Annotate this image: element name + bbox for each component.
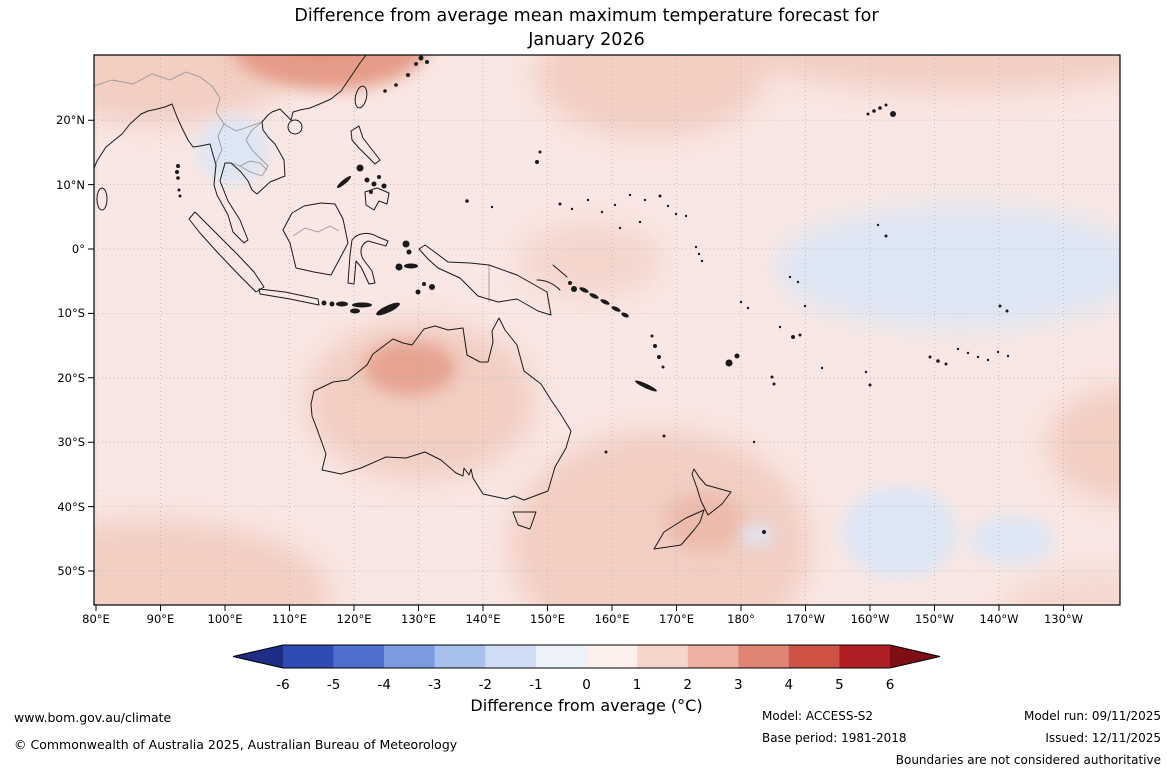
small-islands [175,55,1010,534]
colorbar-axis-label: Difference from average (°C) [470,696,703,715]
colorbar-tick-label: 2 [683,677,692,693]
colorbar-segment [384,645,435,668]
mindanao-coastline [364,187,390,211]
lon-tick-label: 180° [727,612,755,626]
colorbar-segment [333,645,385,668]
lat-tick-label: 40°S [57,500,85,514]
colorbar-segment [535,645,587,668]
java-coastline [258,288,320,306]
lon-tick-label: 120°E [337,612,372,626]
colorbar-tick-label: 6 [886,677,895,693]
new-guinea-coastline [418,244,552,316]
lat-tick-label: 20°N [56,113,85,127]
lon-tick-label: 150°W [915,612,954,626]
nz-south-island [653,509,705,550]
model-run-date: Model run: 09/11/2025 [1023,709,1161,723]
footer-run-info: Model run: 09/11/2025 Issued: 12/11/2025… [896,705,1161,771]
colorbar-tick-label: -6 [276,677,289,693]
lat-tick-label: 0° [72,242,85,256]
colorbar-segment [637,645,688,668]
colorbar-ticks: -6 -5 -4 -3 -2 -1 0 1 2 3 4 5 6 [276,677,894,693]
cool-anomaly-patches [197,116,1120,578]
warm-anomaly-patches [94,55,1120,605]
lon-tick-label: 90°E [147,612,175,626]
map-plot-area [94,55,1120,605]
chart-title: Difference from average mean maximum tem… [0,4,1173,52]
colorbar-arrow-right [890,645,940,668]
lon-axis: 80°E 90°E 100°E 110°E 120°E 130°E 140°E … [82,612,1083,626]
colorbar-tick-label: 5 [835,677,844,693]
colorbar-tick-label: -4 [377,677,390,693]
graticule [94,55,1120,605]
colorbar-outline [232,644,941,669]
colorbar-tick-label: 1 [633,677,642,693]
lon-tick-label: 160°W [850,612,889,626]
borneo-coastline [282,202,349,276]
footer-model-info: Model: ACCESS-S2 Base period: 1981-2018 [762,705,907,749]
lat-axis: 20°N 10°N 0° 10°S 20°S 30°S 40°S 50°S [56,113,85,578]
lon-tick-label: 110°E [272,612,307,626]
colorbar-segment [434,645,486,668]
luzon-coastline [350,125,381,165]
tasmania-coastline [512,511,537,530]
asia-coastline [94,55,367,244]
lat-tick-label: 10°S [57,306,85,320]
colorbar-tick-label: -3 [428,677,441,693]
colorbar-segment [738,645,789,668]
lon-tick-label: 130°W [1044,612,1083,626]
boundaries-disclaimer: Boundaries are not considered authoritat… [895,753,1161,767]
lon-tick-label: 140°E [466,612,501,626]
nz-north-island [691,468,732,516]
lon-tick-label: 140°W [979,612,1018,626]
lon-tick-label: 100°E [208,612,243,626]
lon-tick-label: 80°E [82,612,110,626]
sulawesi-coastline [347,232,389,285]
lon-tick-label: 160°E [595,612,630,626]
colorbar-tick-label: 4 [785,677,794,693]
base-period: Base period: 1981-2018 [762,731,907,745]
lon-tick-label: 170°E [659,612,694,626]
copyright-text: © Commonwealth of Australia 2025, Austra… [14,737,458,752]
hot-anomaly-cores [233,55,745,552]
sumatra-coastline [188,211,265,293]
coastlines [94,55,732,550]
colorbar-segment [788,645,840,668]
colorbar-segment [687,645,739,668]
plot-frame [93,54,1121,606]
colorbar-tick-label: -1 [529,677,542,693]
bom-url: www.bom.gov.au/climate [14,710,172,725]
lat-tick-label: 50°S [57,564,85,578]
issued-date: Issued: 12/11/2025 [1045,731,1161,745]
model-name: Model: ACCESS-S2 [762,709,874,723]
colorbar-segment [586,645,638,668]
colorbar-tick-label: -5 [327,677,340,693]
colorbar-arrow-left [233,645,283,668]
colorbar-segment [485,645,536,668]
chart-title-line1: Difference from average mean maximum tem… [294,6,879,26]
colorbar-segment [839,645,891,668]
chart-title-line2: January 2026 [528,30,645,50]
australia-coastline [310,317,572,501]
lat-tick-label: 20°S [57,371,85,385]
footer-left: www.bom.gov.au/climate © Commonwealth of… [14,704,457,758]
lat-tick-label: 10°N [56,178,85,192]
colorbar-tick-label: 0 [582,677,591,693]
lon-tick-label: 130°E [401,612,436,626]
colorbar-tick-label: 3 [734,677,743,693]
lat-tick-label: 30°S [57,435,85,449]
colorbar-tick-label: -2 [479,677,492,693]
lon-tick-label: 150°E [530,612,565,626]
axis-ticks [88,119,1064,611]
colorbar-segment [283,645,334,668]
colorbar: -6 -5 -4 -3 -2 -1 0 1 2 3 4 5 6 [232,644,941,693]
lon-tick-label: 170°W [786,612,825,626]
